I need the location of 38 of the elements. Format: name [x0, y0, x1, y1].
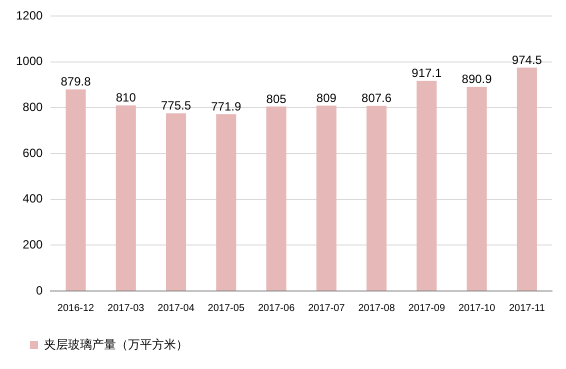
data-label: 775.5	[161, 98, 192, 113]
x-tick-label: 2017-09	[408, 302, 446, 314]
data-label: 890.9	[462, 72, 492, 86]
y-tick-label: 1200	[16, 8, 44, 22]
bar	[416, 80, 437, 290]
data-label: 974.5	[512, 52, 542, 67]
y-tick-label: 0	[36, 283, 44, 298]
data-label: 810	[116, 90, 136, 105]
bar	[166, 113, 186, 290]
x-tick-label: 2017-03	[108, 302, 145, 314]
y-tick-label: 800	[22, 100, 44, 114]
bar	[516, 68, 537, 290]
x-tick-label: 2017-04	[158, 302, 195, 314]
x-tick-label: 2017-11	[508, 302, 546, 314]
y-tick-label: 1000	[16, 54, 44, 68]
x-tick-label: 2017-05	[208, 302, 245, 314]
data-label: 879.8	[60, 74, 92, 89]
x-tick-label: 2017-08	[358, 302, 396, 314]
bar	[66, 89, 86, 290]
x-tick-label: 2016-12	[57, 302, 95, 314]
y-tick-label: 400	[22, 192, 44, 206]
data-label: 809	[316, 90, 337, 105]
y-tick-label: 600	[22, 146, 44, 160]
data-label: 917.1	[412, 66, 442, 80]
bar	[216, 114, 236, 290]
bar	[366, 106, 387, 290]
y-tick-label: 200	[22, 237, 44, 252]
legend-label: 夹层玻璃产量（万平方米）	[44, 337, 188, 352]
bar	[466, 86, 487, 290]
data-label: 807.6	[362, 91, 392, 106]
data-label: 805	[266, 92, 287, 106]
bar	[116, 105, 136, 290]
bar	[266, 106, 286, 290]
bar	[316, 106, 336, 290]
x-tick-label: 2017-06	[258, 302, 296, 314]
x-tick-label: 2017-07	[308, 302, 346, 314]
x-tick-label: 2017-10	[458, 302, 496, 314]
data-label: 771.9	[211, 99, 242, 114]
